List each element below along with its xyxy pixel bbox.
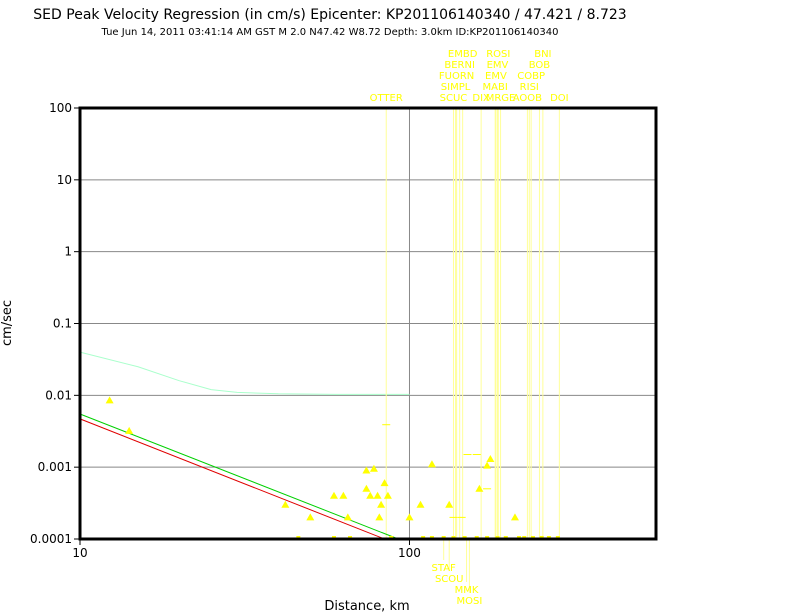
station-label: SCOU — [435, 574, 464, 585]
y-tick-label: 1 — [64, 245, 72, 259]
data-point — [405, 513, 414, 521]
data-point — [380, 479, 389, 487]
y-axis-ticks: 100 10 1 0.1 0.01 0.001 0.0001 — [30, 101, 80, 546]
station-label: EMV — [487, 60, 509, 71]
data-point — [105, 396, 114, 404]
data-point — [445, 500, 454, 508]
station-label: EMBD — [448, 49, 478, 60]
station-label: BERNI — [444, 60, 475, 71]
x-tick-label: 10 — [72, 546, 87, 560]
station-label: MABI — [483, 82, 508, 93]
station-label: DOI — [550, 93, 569, 104]
data-point — [510, 513, 519, 521]
data-point — [281, 500, 290, 508]
chart-title: SED Peak Velocity Regression (in cm/s) E… — [33, 7, 626, 23]
regression-line-red — [79, 418, 385, 540]
data-point — [343, 513, 352, 521]
station-label: AOOB — [513, 93, 542, 104]
station-label: FUORN — [439, 71, 474, 82]
data-point — [125, 426, 134, 434]
station-label: SCUC — [440, 93, 468, 104]
data-point — [362, 484, 371, 492]
y-tick-label: 100 — [49, 101, 72, 115]
upper-bound-curve — [79, 351, 410, 395]
data-point — [383, 491, 392, 499]
y-tick-label: 0.1 — [53, 317, 72, 331]
data-point — [306, 513, 315, 521]
station-label: OTTER — [370, 93, 403, 104]
data-point — [375, 513, 384, 521]
y-tick-label: 0.01 — [45, 388, 72, 402]
station-lines-layer — [385, 108, 560, 593]
data-point — [373, 491, 382, 499]
station-label: STAF — [432, 563, 457, 574]
station-label: EMV — [485, 71, 507, 82]
x-tick-label: 100 — [398, 546, 421, 560]
data-point — [475, 484, 484, 492]
data-point — [483, 461, 492, 469]
chart-subtitle: Tue Jun 14, 2011 03:41:14 AM GST M 2.0 N… — [101, 27, 559, 38]
station-label: BOB — [529, 60, 551, 71]
data-point — [362, 466, 371, 474]
station-label: MRGE — [486, 93, 516, 104]
grid-lines — [80, 108, 656, 539]
data-point — [366, 491, 375, 499]
y-tick-label: 0.0001 — [30, 532, 72, 546]
station-label: RISI — [520, 82, 539, 93]
data-points-layer — [105, 396, 560, 539]
station-label: COBP — [517, 71, 545, 82]
upper-bound-layer — [79, 351, 410, 395]
station-label: ROSI — [486, 49, 510, 60]
data-point — [486, 454, 495, 462]
data-point — [339, 491, 348, 499]
y-tick-label: 10 — [57, 173, 72, 187]
data-point — [329, 491, 338, 499]
station-label: MMK — [455, 585, 479, 596]
data-point — [369, 464, 378, 472]
data-point — [427, 460, 436, 468]
data-point — [377, 500, 386, 508]
data-point — [416, 500, 425, 508]
x-axis-ticks: 10 100 — [72, 539, 421, 560]
station-label: SIMPL — [441, 82, 471, 93]
station-label: DIX — [472, 93, 490, 104]
station-label: MOSI — [457, 596, 483, 607]
station-label: BNI — [534, 49, 551, 60]
y-tick-label: 0.001 — [38, 460, 72, 474]
x-axis-label: Distance, km — [324, 599, 409, 612]
y-axis-label: cm/sec — [0, 300, 15, 346]
